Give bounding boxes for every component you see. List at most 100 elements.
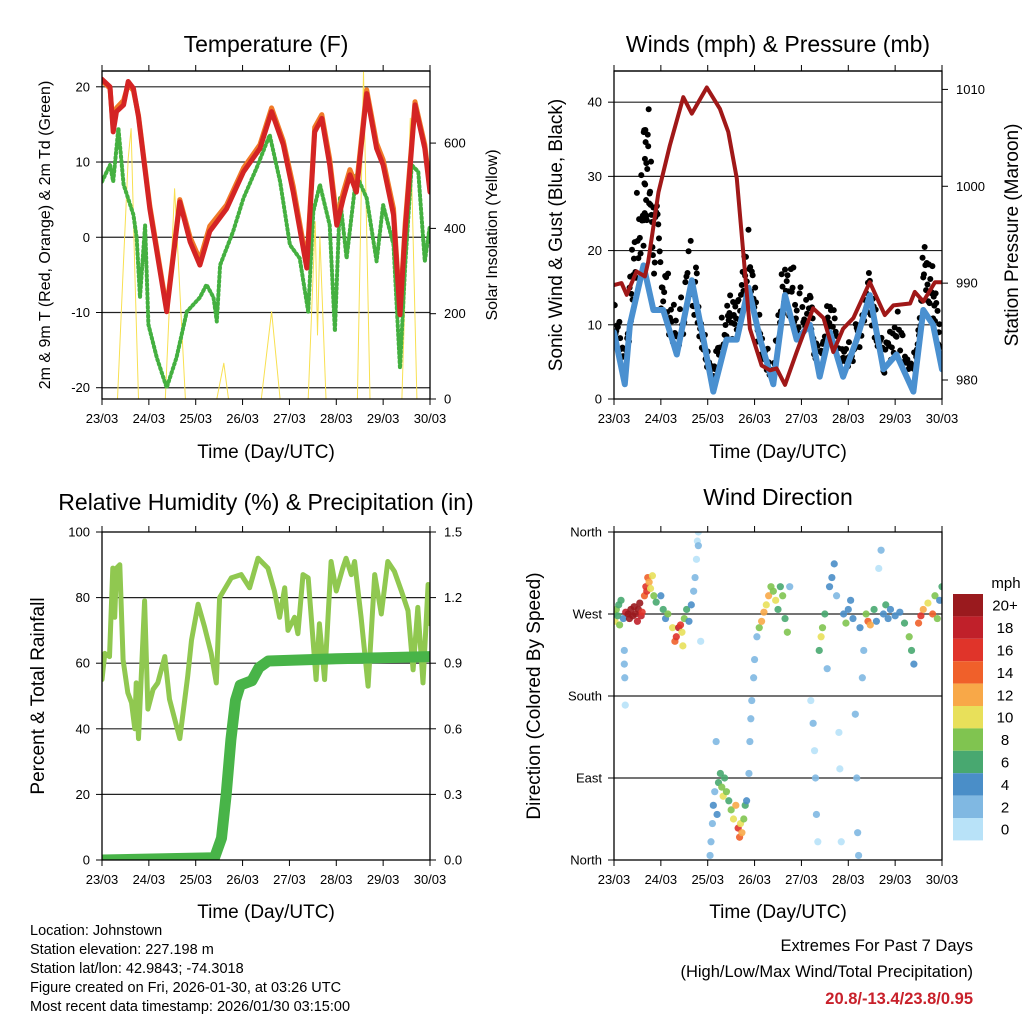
direction-point bbox=[814, 838, 822, 846]
direction-point bbox=[694, 542, 702, 550]
y-right-tick-label: 990 bbox=[956, 276, 978, 291]
direction-point bbox=[672, 633, 680, 641]
x-tick-label: 29/03 bbox=[367, 411, 400, 426]
direction-point bbox=[659, 605, 667, 614]
gust-point bbox=[629, 246, 636, 253]
gust-point bbox=[643, 160, 650, 167]
direction-point bbox=[786, 583, 794, 591]
gust-point bbox=[682, 279, 689, 286]
x-tick-label: 30/03 bbox=[414, 411, 447, 426]
solar-insolation-line bbox=[102, 71, 430, 399]
location-text: Location: Johnstown bbox=[30, 923, 162, 939]
humidity-plot: 23/03 24/03 25/03 26/03 27/03 28/03 29/03 30/03… bbox=[68, 525, 462, 888]
gust-point bbox=[637, 250, 644, 257]
gust-point bbox=[796, 290, 803, 297]
direction-point bbox=[648, 572, 657, 580]
x-tick-label: 30/03 bbox=[414, 872, 447, 887]
direction-point bbox=[668, 624, 677, 632]
x-tick-label: 27/03 bbox=[785, 411, 818, 426]
extremes-title: Extremes For Past 7 Days bbox=[780, 937, 973, 955]
x-tick-label: 27/03 bbox=[273, 411, 306, 426]
extremes-values: 20.8/-13.4/23.8/0.95 bbox=[825, 990, 973, 1008]
legend-label: 2 bbox=[1001, 799, 1009, 816]
gust-point bbox=[904, 356, 911, 363]
direction-point bbox=[646, 584, 655, 593]
direction-point bbox=[718, 783, 726, 791]
gust-point bbox=[738, 281, 745, 288]
direction-point bbox=[745, 769, 753, 778]
direction-point bbox=[729, 815, 738, 823]
gust-point bbox=[684, 270, 691, 277]
winds-x-label: Time (Day/UTC) bbox=[709, 442, 847, 463]
direction-point bbox=[738, 829, 746, 837]
legend-label: 20+ bbox=[992, 598, 1018, 615]
direction-series bbox=[614, 532, 942, 860]
direction-point bbox=[765, 592, 773, 600]
y-right-tick-label: 1000 bbox=[956, 179, 985, 194]
gust-point bbox=[921, 244, 928, 251]
gust-point bbox=[667, 306, 674, 313]
y-tick-label: 20 bbox=[588, 243, 602, 258]
gust-point bbox=[801, 316, 808, 323]
gust-point bbox=[692, 264, 699, 271]
direction-point bbox=[750, 655, 759, 664]
direction-point bbox=[616, 621, 624, 629]
direction-point bbox=[633, 617, 642, 625]
y-right-tick-label: 980 bbox=[956, 373, 978, 388]
gust-point bbox=[722, 321, 729, 328]
y-right-tick-label: 1.5 bbox=[444, 525, 462, 540]
direction-point bbox=[636, 599, 644, 607]
direction-point bbox=[917, 612, 925, 620]
direction-point bbox=[732, 801, 740, 809]
gust-point bbox=[670, 301, 677, 308]
gust-point bbox=[731, 320, 738, 327]
gust-point bbox=[630, 255, 637, 262]
direction-point bbox=[905, 633, 913, 641]
x-tick-label: 26/03 bbox=[226, 411, 259, 426]
direction-point bbox=[931, 592, 939, 600]
gust-point bbox=[644, 131, 651, 138]
direction-point bbox=[709, 801, 717, 809]
gust-point bbox=[778, 271, 785, 278]
direction-point bbox=[769, 587, 777, 595]
legend-label: 14 bbox=[997, 665, 1014, 682]
pressure-y-label: Station Pressure (Maroon) bbox=[1002, 124, 1023, 347]
direction-point bbox=[812, 810, 821, 819]
gust-point bbox=[927, 275, 934, 282]
gust-point bbox=[655, 221, 662, 228]
winds-plot: 23/03 24/03 25/03 26/03 27/03 28/03 29/03 30/03… bbox=[588, 65, 985, 426]
gust-point bbox=[782, 266, 789, 273]
solar-y-label: Solar Insolation (Yellow) bbox=[484, 149, 501, 320]
gust-point bbox=[651, 259, 658, 266]
direction-point bbox=[707, 838, 715, 846]
direction-point bbox=[712, 737, 720, 746]
9m-t-line bbox=[102, 78, 430, 314]
gust-point bbox=[617, 335, 624, 342]
direction-point bbox=[652, 598, 660, 606]
direction-point bbox=[858, 674, 866, 682]
temperature-x-label: Time (Day/UTC) bbox=[197, 442, 335, 463]
direction-y-label: Direction (Colored By Speed) bbox=[524, 572, 545, 819]
direction-point bbox=[776, 583, 784, 591]
gust-point bbox=[779, 283, 786, 290]
gust-point bbox=[647, 188, 654, 195]
direction-point bbox=[708, 819, 717, 828]
direction-point bbox=[847, 596, 855, 604]
direction-point bbox=[727, 806, 735, 814]
direction-point bbox=[617, 596, 625, 604]
direction-point bbox=[620, 660, 628, 668]
x-tick-label: 25/03 bbox=[691, 872, 724, 887]
direction-point bbox=[750, 674, 758, 682]
sonic-wind-line bbox=[614, 262, 942, 395]
x-tick-label: 24/03 bbox=[133, 411, 166, 426]
x-tick-label: 23/03 bbox=[86, 411, 119, 426]
gust-point bbox=[784, 272, 791, 279]
gust-point bbox=[831, 315, 838, 322]
direction-point bbox=[781, 614, 789, 623]
gust-point bbox=[614, 324, 621, 331]
x-tick-label: 28/03 bbox=[320, 872, 353, 887]
gust-point bbox=[919, 254, 926, 261]
direction-point bbox=[706, 851, 714, 860]
gust-point bbox=[635, 255, 642, 262]
legend-label: 12 bbox=[997, 687, 1014, 704]
